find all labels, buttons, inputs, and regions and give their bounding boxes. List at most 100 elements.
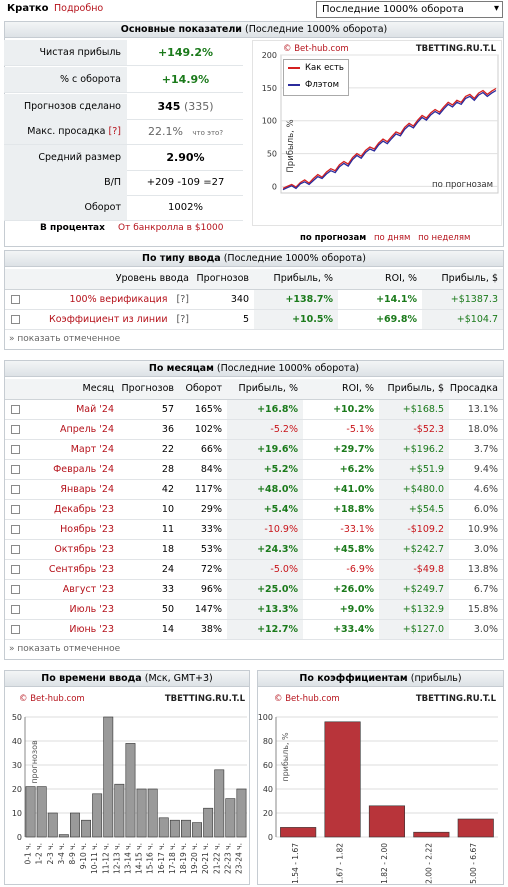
row-checkbox[interactable] (10, 484, 20, 494)
roi-cell: +26.0% (303, 579, 379, 600)
top-bar: Кратко Подробно Последние 1000% оборота … (0, 0, 508, 18)
tab-detailed[interactable]: Подробно (54, 3, 104, 14)
net-profit-value: +149.2% (157, 46, 214, 59)
row-checkbox[interactable] (10, 424, 20, 434)
month-link[interactable]: Июнь '23 (69, 623, 114, 635)
usd-cell: +$480.0 (379, 479, 449, 500)
row-checkbox[interactable] (10, 294, 20, 304)
x-tick-label: 14-15 ч. (135, 843, 144, 874)
usd-cell: +$54.5 (379, 499, 449, 520)
col-usd: Прибыль, $ (422, 269, 503, 290)
table-row: Август '23 33 96% +25.0% +26.0% +$249.7 6.7% (5, 579, 503, 600)
usd-cell: -$109.2 (379, 519, 449, 540)
month-cell: Октябрь '23 (25, 539, 119, 560)
row-checkbox[interactable] (10, 524, 20, 534)
bar (103, 716, 114, 838)
row-checkbox-cell (5, 579, 25, 600)
turnover-cell: 53% (179, 539, 227, 560)
row-checkbox[interactable] (10, 544, 20, 554)
by-type-show-selected[interactable]: » показать отмеченное (9, 334, 121, 344)
roi-cell: +41.0% (303, 479, 379, 500)
row-checkbox[interactable] (10, 624, 20, 634)
usd-cell: -$49.8 (379, 559, 449, 580)
forecasts-count-alt: (335) (183, 100, 214, 113)
month-link[interactable]: Август '23 (62, 583, 114, 595)
watermark-left: © Bet-hub.com (19, 694, 85, 704)
roi-cell: +14.1% (338, 289, 422, 310)
count-cell: 14 (119, 619, 179, 640)
odds-chart-subtitle: (прибыль) (410, 673, 462, 684)
month-link[interactable]: Сентябрь '23 (48, 563, 114, 575)
level-link[interactable]: Коэффициент из линии (49, 313, 168, 325)
yield-label: % с оборота (4, 67, 127, 92)
month-link[interactable]: Май '24 (76, 403, 114, 415)
drawdown-what-link[interactable]: что это? (192, 129, 224, 137)
chart-tab-weeks[interactable]: по неделям (418, 233, 471, 243)
level-help[interactable]: [?] (176, 313, 189, 325)
turnover-cell: 147% (179, 599, 227, 620)
x-tick-label: 3-4 ч. (57, 843, 66, 864)
table-row: Октябрь '23 18 53% +24.3% +45.8% +$242.7 3.0% (5, 539, 503, 560)
bar (81, 819, 92, 838)
profit-cell: +138.7% (254, 289, 338, 310)
month-link[interactable]: Март '24 (70, 443, 114, 455)
month-link[interactable]: Февраль '24 (53, 463, 114, 475)
turnover-cell: 102% (179, 419, 227, 440)
forecasts-count: 345 (157, 100, 181, 113)
row-drawdown: Макс. просадка [?] 22.1% что это? (4, 119, 243, 145)
roi-cell: +18.8% (303, 499, 379, 520)
in-percent-toggle[interactable]: В процентах (40, 223, 105, 233)
legend-item-flat: Флэтом (284, 77, 348, 94)
level-link[interactable]: 100% верификация (69, 293, 168, 305)
month-cell: Апрель '24 (25, 419, 119, 440)
row-checkbox[interactable] (10, 584, 20, 594)
count-cell: 24 (119, 559, 179, 580)
by-month-show-selected[interactable]: » показать отмеченное (9, 644, 121, 654)
profit-cell: +10.5% (254, 309, 338, 330)
drawdown-help-link[interactable]: [?] (108, 126, 121, 137)
month-link[interactable]: Декабрь '23 (53, 503, 114, 515)
chart-tab-forecasts[interactable]: по прогнозам (300, 233, 367, 243)
period-select[interactable]: Последние 1000% оборота ▾ (316, 1, 503, 18)
by-month-title: По месяцам (148, 363, 214, 374)
bar (114, 783, 125, 838)
usd-cell: +$132.9 (379, 599, 449, 620)
row-checkbox[interactable] (10, 314, 20, 324)
month-link[interactable]: Январь '24 (60, 483, 114, 495)
row-checkbox[interactable] (10, 464, 20, 474)
net-profit-label: Чистая прибыль (4, 40, 127, 65)
table-row: Ноябрь '23 11 33% -10.9% -33.1% -$109.2 10.9% (5, 519, 503, 540)
row-checkbox[interactable] (10, 604, 20, 614)
drawdown-label-text: Макс. просадка (27, 126, 106, 137)
drawdown-label: Макс. просадка [?] (4, 119, 127, 144)
roi-cell: -6.9% (303, 559, 379, 580)
bar (169, 819, 180, 838)
bar (70, 812, 80, 838)
y-tick-label: 40 (263, 785, 273, 794)
row-checkbox[interactable] (10, 564, 20, 574)
row-checkbox[interactable] (10, 404, 20, 414)
month-link[interactable]: Июль '23 (69, 603, 115, 615)
turnover-cell: 33% (179, 519, 227, 540)
drawdown-cell: 13.8% (449, 559, 503, 580)
month-link[interactable]: Апрель '24 (60, 423, 114, 435)
bar (47, 812, 58, 838)
row-checkbox-cell (5, 479, 25, 500)
month-cell: Июль '23 (25, 599, 119, 620)
tab-brief[interactable]: Кратко (7, 3, 49, 14)
roi-cell: +9.0% (303, 599, 379, 620)
row-checkbox[interactable] (10, 504, 20, 514)
roi-cell: +69.8% (338, 309, 422, 330)
chart-tab-days[interactable]: по дням (373, 233, 411, 243)
level-help[interactable]: [?] (176, 293, 189, 305)
bankroll-toggle[interactable]: От банкролла в $1000 (118, 223, 224, 233)
usd-cell: +$242.7 (379, 539, 449, 560)
by-type-subtitle: (Последние 1000% оборота) (223, 253, 366, 264)
y-tick-label: 0 (272, 182, 277, 191)
count-cell: 11 (119, 519, 179, 540)
month-link[interactable]: Октябрь '23 (54, 543, 114, 555)
y-tick-label: 60 (263, 761, 273, 770)
month-link[interactable]: Ноябрь '23 (60, 523, 114, 535)
row-checkbox[interactable] (10, 444, 20, 454)
drawdown-cell: 13.1% (449, 399, 503, 420)
